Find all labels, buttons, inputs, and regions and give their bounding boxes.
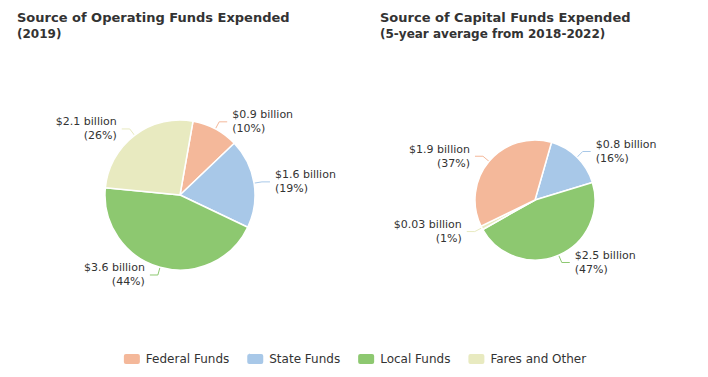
svg-text:(44%): (44%) [112, 275, 145, 288]
svg-text:State Funds: State Funds [269, 352, 340, 366]
svg-text:$0.03 billion: $0.03 billion [394, 218, 462, 231]
svg-text:(19%): (19%) [275, 182, 308, 195]
svg-text:$1.6 billion: $1.6 billion [275, 168, 336, 181]
svg-text:(16%): (16%) [596, 152, 629, 165]
svg-text:Source of Operating Funds Expe: Source of Operating Funds Expended [17, 10, 290, 25]
svg-text:Federal Funds: Federal Funds [146, 352, 229, 366]
svg-text:(5-year average from 2018-2022: (5-year average from 2018-2022) [380, 27, 605, 41]
svg-text:$2.5 billion: $2.5 billion [575, 249, 636, 262]
svg-text:(26%): (26%) [84, 129, 117, 142]
svg-text:$3.6 billion: $3.6 billion [84, 261, 145, 274]
svg-text:(37%): (37%) [437, 157, 470, 170]
svg-text:$0.9 billion: $0.9 billion [232, 108, 293, 121]
svg-text:$2.1 billion: $2.1 billion [56, 115, 117, 128]
svg-text:Local Funds: Local Funds [380, 352, 450, 366]
svg-text:$0.8 billion: $0.8 billion [596, 138, 657, 151]
svg-text:(10%): (10%) [232, 122, 265, 135]
svg-text:(2019): (2019) [17, 27, 61, 41]
svg-text:$1.9 billion: $1.9 billion [409, 143, 470, 156]
svg-text:(1%): (1%) [436, 232, 462, 245]
svg-text:(47%): (47%) [575, 263, 608, 276]
svg-text:Source of Capital Funds Expend: Source of Capital Funds Expended [380, 10, 631, 25]
svg-text:Fares and Other: Fares and Other [490, 352, 586, 366]
